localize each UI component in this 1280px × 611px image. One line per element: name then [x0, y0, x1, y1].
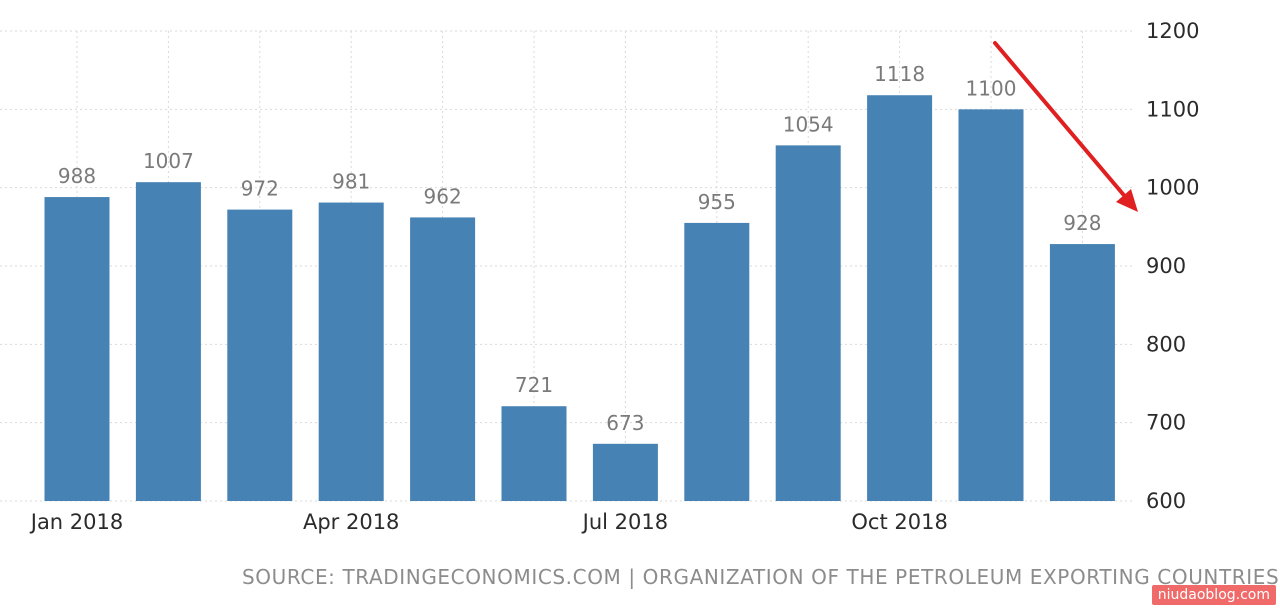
value-label: 1007 — [143, 149, 194, 173]
bar-may-2018 — [410, 217, 476, 501]
x-tick-label: Jan 2018 — [29, 510, 124, 534]
bar-aug-2018 — [684, 222, 750, 501]
value-label: 972 — [241, 177, 279, 201]
y-tick-label: 1000 — [1146, 176, 1199, 200]
bar-jun-2018 — [501, 406, 567, 501]
value-label: 981 — [332, 170, 370, 194]
y-tick-label: 1200 — [1146, 19, 1199, 43]
bar-dec-2018 — [1049, 244, 1115, 502]
y-tick-label: 900 — [1146, 254, 1186, 278]
source-note: SOURCE: TRADINGECONOMICS.COM | ORGANIZAT… — [242, 565, 1280, 589]
x-tick-label: Oct 2018 — [851, 510, 947, 534]
bar-sep-2018 — [775, 145, 841, 501]
bar-feb-2018 — [135, 182, 201, 501]
value-labels: 988 1007 972 981 962 721 673 955 1054 1118 1100 928 — [58, 62, 1102, 435]
bar-oct-2018 — [867, 95, 933, 501]
y-tick-label: 700 — [1146, 411, 1186, 435]
arrow-head — [1116, 189, 1138, 212]
value-label: 928 — [1063, 211, 1101, 235]
annotation-arrow — [993, 41, 1138, 212]
value-label: 721 — [515, 373, 553, 397]
y-tick-label: 1100 — [1146, 97, 1199, 121]
value-label: 988 — [58, 164, 96, 188]
bars — [44, 95, 1115, 502]
value-label: 955 — [698, 190, 736, 214]
value-label: 1118 — [874, 62, 925, 86]
bar-nov-2018 — [958, 109, 1024, 501]
value-label: 673 — [606, 411, 644, 435]
bar-mar-2018 — [227, 209, 293, 501]
watermark: niudaoblog.com — [1151, 585, 1276, 605]
x-tick-label: Jul 2018 — [581, 510, 668, 534]
x-tick-label: Apr 2018 — [303, 510, 399, 534]
y-axis: 600 700 800 900 1000 1100 1200 — [1146, 19, 1199, 513]
value-label: 1054 — [783, 112, 834, 136]
x-axis: Jan 2018 Apr 2018 Jul 2018 Oct 2018 — [29, 510, 948, 534]
y-tick-label: 800 — [1146, 332, 1186, 356]
bar-jul-2018 — [592, 443, 658, 501]
bar-apr-2018 — [318, 202, 384, 502]
value-label: 1100 — [966, 76, 1017, 100]
bar-jan-2018 — [44, 197, 110, 502]
value-label: 962 — [424, 184, 462, 208]
y-tick-label: 600 — [1146, 489, 1186, 513]
arrow-shaft — [993, 41, 1130, 202]
